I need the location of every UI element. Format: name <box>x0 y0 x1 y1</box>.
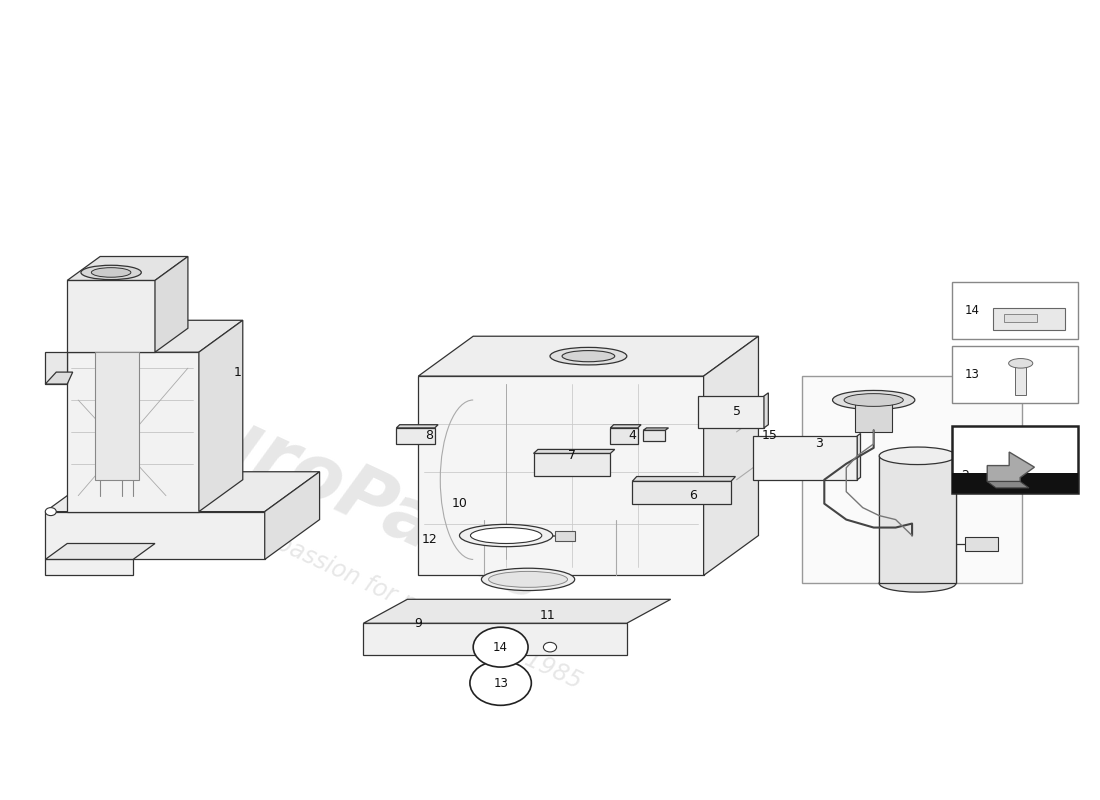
Circle shape <box>470 661 531 706</box>
Bar <box>802 376 1022 583</box>
Polygon shape <box>644 430 666 442</box>
Polygon shape <box>632 482 732 504</box>
Polygon shape <box>363 623 627 655</box>
Polygon shape <box>534 450 615 454</box>
Ellipse shape <box>879 574 956 592</box>
Polygon shape <box>857 434 860 480</box>
Text: 8: 8 <box>426 430 433 442</box>
Bar <box>1015 363 1026 395</box>
Polygon shape <box>67 281 155 352</box>
Text: 7: 7 <box>568 450 576 462</box>
Polygon shape <box>879 456 956 583</box>
Ellipse shape <box>471 527 542 543</box>
Polygon shape <box>67 352 199 512</box>
Polygon shape <box>534 454 611 476</box>
Bar <box>952 473 1078 494</box>
Polygon shape <box>45 559 133 575</box>
Ellipse shape <box>562 350 615 362</box>
Polygon shape <box>987 452 1034 482</box>
Polygon shape <box>644 428 669 430</box>
Circle shape <box>45 508 56 515</box>
Text: 9: 9 <box>415 617 422 630</box>
Ellipse shape <box>81 266 141 280</box>
Ellipse shape <box>833 390 915 410</box>
Polygon shape <box>199 320 243 512</box>
Bar <box>993 307 1065 330</box>
Polygon shape <box>610 428 638 444</box>
Text: 5: 5 <box>733 406 740 418</box>
Circle shape <box>543 642 557 652</box>
Polygon shape <box>45 512 265 559</box>
Polygon shape <box>45 372 73 384</box>
Circle shape <box>473 627 528 667</box>
Ellipse shape <box>550 347 627 365</box>
Text: 14: 14 <box>493 641 508 654</box>
Bar <box>1004 314 1037 322</box>
Polygon shape <box>67 257 188 281</box>
Polygon shape <box>396 428 435 444</box>
Text: 3: 3 <box>815 438 823 450</box>
Polygon shape <box>45 472 320 512</box>
Polygon shape <box>704 336 759 575</box>
Polygon shape <box>764 393 768 428</box>
Text: 12: 12 <box>421 533 437 546</box>
Text: euroParts: euroParts <box>147 374 558 618</box>
Text: 15: 15 <box>761 430 778 442</box>
Polygon shape <box>265 472 320 559</box>
Ellipse shape <box>879 447 956 465</box>
Bar <box>965 537 998 551</box>
Ellipse shape <box>482 568 574 590</box>
Polygon shape <box>396 425 438 428</box>
Polygon shape <box>45 352 67 384</box>
Text: 2: 2 <box>960 470 969 482</box>
Polygon shape <box>987 482 1028 488</box>
Polygon shape <box>363 599 671 623</box>
Polygon shape <box>155 257 188 352</box>
Bar <box>952 282 1078 339</box>
Text: 201 02: 201 02 <box>991 429 1038 442</box>
Polygon shape <box>67 320 243 352</box>
Polygon shape <box>418 336 759 376</box>
Bar <box>952 346 1078 403</box>
Polygon shape <box>698 396 764 428</box>
Bar <box>952 426 1078 494</box>
Text: 13: 13 <box>965 368 980 381</box>
Ellipse shape <box>460 524 552 546</box>
Polygon shape <box>754 436 857 480</box>
Polygon shape <box>45 543 155 559</box>
Polygon shape <box>610 425 641 428</box>
Text: 1: 1 <box>233 366 241 378</box>
Polygon shape <box>632 477 736 482</box>
Text: 10: 10 <box>452 497 468 510</box>
Text: 13: 13 <box>493 677 508 690</box>
Ellipse shape <box>1009 358 1033 368</box>
Ellipse shape <box>488 571 568 587</box>
Bar <box>556 530 575 541</box>
Text: 11: 11 <box>540 609 556 622</box>
Text: a passion for parts since 1985: a passion for parts since 1985 <box>252 521 585 694</box>
Polygon shape <box>95 352 139 480</box>
Polygon shape <box>418 376 704 575</box>
Text: 14: 14 <box>965 304 980 318</box>
Text: 6: 6 <box>689 489 696 502</box>
Ellipse shape <box>91 268 131 278</box>
Text: 4: 4 <box>628 430 636 442</box>
Ellipse shape <box>844 394 903 406</box>
Polygon shape <box>855 400 892 432</box>
